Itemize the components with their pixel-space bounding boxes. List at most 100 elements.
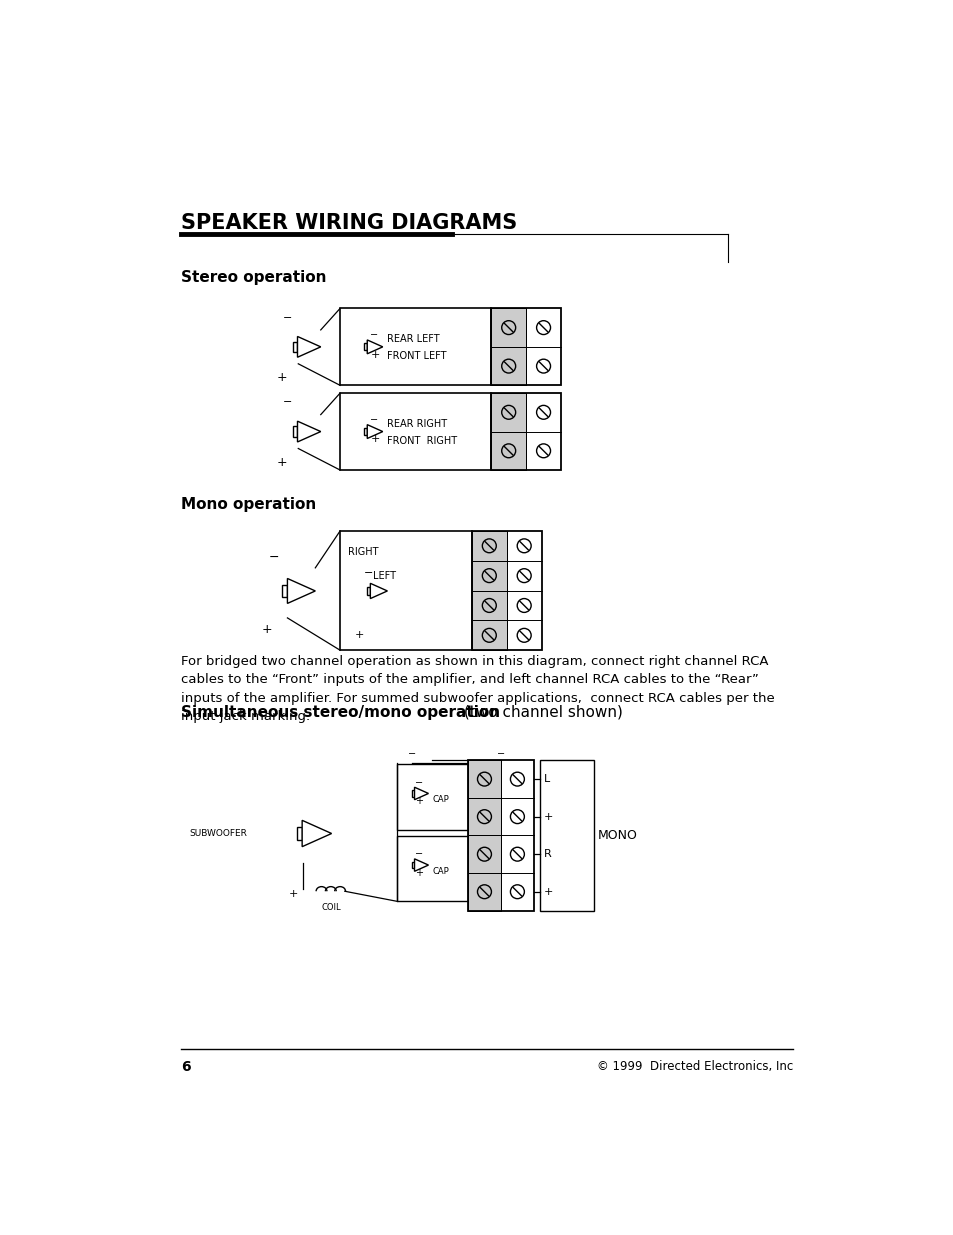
Circle shape xyxy=(501,443,516,458)
Text: Simultaneous stereo/mono operation: Simultaneous stereo/mono operation xyxy=(181,704,500,720)
Bar xyxy=(472,561,506,590)
Text: +: + xyxy=(289,889,298,899)
Text: +: + xyxy=(543,887,553,897)
Circle shape xyxy=(482,599,496,613)
Text: −: − xyxy=(282,312,292,322)
Polygon shape xyxy=(415,787,428,800)
Circle shape xyxy=(510,847,524,861)
Circle shape xyxy=(501,359,516,373)
Text: (two channel shown): (two channel shown) xyxy=(458,704,622,720)
Bar xyxy=(367,587,370,595)
Text: FRONT LEFT: FRONT LEFT xyxy=(387,351,446,361)
Text: CAP: CAP xyxy=(432,867,449,876)
Text: REAR LEFT: REAR LEFT xyxy=(387,335,439,345)
Circle shape xyxy=(501,321,516,335)
Bar xyxy=(293,342,297,352)
Text: +: + xyxy=(262,622,273,636)
Text: LEFT: LEFT xyxy=(373,571,395,580)
Bar xyxy=(364,429,367,435)
Polygon shape xyxy=(297,336,320,357)
Text: L: L xyxy=(543,774,550,784)
Circle shape xyxy=(536,359,550,373)
Bar xyxy=(468,761,534,910)
Text: +: + xyxy=(415,868,423,878)
Circle shape xyxy=(517,538,531,553)
Circle shape xyxy=(477,772,491,785)
Text: FRONT  RIGHT: FRONT RIGHT xyxy=(387,436,457,446)
Text: COIL: COIL xyxy=(320,903,340,911)
Text: CAP: CAP xyxy=(432,795,449,804)
Bar xyxy=(340,393,491,471)
Text: RIGHT: RIGHT xyxy=(348,547,378,557)
Circle shape xyxy=(517,568,531,583)
Bar xyxy=(468,761,500,798)
Bar xyxy=(491,309,560,385)
Bar xyxy=(340,309,491,385)
Bar xyxy=(491,431,525,471)
Bar xyxy=(491,393,525,431)
Bar xyxy=(296,827,302,840)
Polygon shape xyxy=(415,858,428,872)
Circle shape xyxy=(482,538,496,553)
Text: Stereo operation: Stereo operation xyxy=(181,270,327,285)
Bar xyxy=(468,873,500,910)
Text: +: + xyxy=(276,456,287,469)
Circle shape xyxy=(510,810,524,824)
Text: −: − xyxy=(408,748,416,758)
Bar xyxy=(282,584,287,598)
Text: 6: 6 xyxy=(181,1060,191,1074)
Bar xyxy=(468,835,500,873)
Circle shape xyxy=(477,810,491,824)
Text: +: + xyxy=(543,811,553,821)
Text: MONO: MONO xyxy=(598,829,638,842)
Circle shape xyxy=(501,405,516,419)
Circle shape xyxy=(477,847,491,861)
Bar xyxy=(396,836,468,902)
Polygon shape xyxy=(297,421,320,442)
Polygon shape xyxy=(367,425,382,438)
Text: REAR RIGHT: REAR RIGHT xyxy=(387,419,447,429)
Circle shape xyxy=(510,884,524,899)
Bar xyxy=(468,798,500,835)
Bar xyxy=(412,790,415,797)
Text: Mono operation: Mono operation xyxy=(181,498,316,513)
Bar xyxy=(472,531,506,561)
Text: −: − xyxy=(363,568,373,578)
Circle shape xyxy=(482,568,496,583)
Bar xyxy=(364,343,367,351)
Polygon shape xyxy=(287,578,315,604)
Bar xyxy=(293,426,297,437)
Bar xyxy=(472,620,506,651)
Bar xyxy=(412,862,415,868)
Circle shape xyxy=(482,629,496,642)
Text: −: − xyxy=(282,398,292,408)
Text: SUBWOOFER: SUBWOOFER xyxy=(189,829,247,839)
Bar xyxy=(491,347,525,385)
Bar xyxy=(396,764,468,830)
Text: +: + xyxy=(415,797,423,806)
Text: © 1999  Directed Electronics, Inc: © 1999 Directed Electronics, Inc xyxy=(597,1060,793,1073)
Bar xyxy=(472,590,506,620)
Text: +: + xyxy=(370,435,379,445)
Text: SPEAKER WIRING DIAGRAMS: SPEAKER WIRING DIAGRAMS xyxy=(181,212,517,233)
Text: −: − xyxy=(370,330,378,341)
Circle shape xyxy=(536,443,550,458)
Bar xyxy=(472,531,541,651)
Text: −: − xyxy=(415,778,423,788)
Text: For bridged two channel operation as shown in this diagram, connect right channe: For bridged two channel operation as sho… xyxy=(181,655,774,724)
Circle shape xyxy=(477,884,491,899)
Text: +: + xyxy=(370,350,379,359)
Circle shape xyxy=(517,629,531,642)
Text: +: + xyxy=(355,630,364,640)
Circle shape xyxy=(536,405,550,419)
Polygon shape xyxy=(370,583,387,599)
Text: −: − xyxy=(496,748,504,758)
Bar xyxy=(340,531,472,651)
Text: −: − xyxy=(370,415,378,425)
Polygon shape xyxy=(367,340,382,353)
Circle shape xyxy=(510,772,524,785)
Circle shape xyxy=(517,599,531,613)
Polygon shape xyxy=(302,820,332,847)
Text: +: + xyxy=(276,372,287,384)
Text: −: − xyxy=(268,551,278,563)
